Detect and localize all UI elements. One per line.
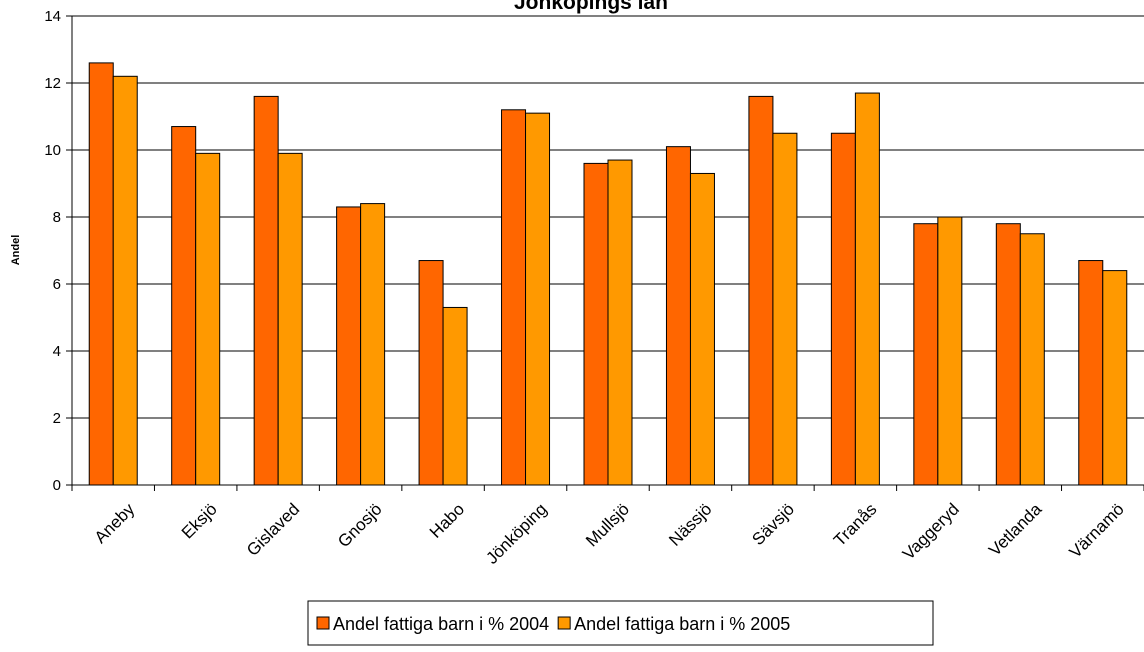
y-tick-label: 12 (44, 75, 61, 92)
axes (66, 15, 1144, 491)
bar-2004 (418, 260, 444, 486)
x-tick-label: Vaggeryd (899, 500, 963, 564)
y-tick-label: 6 (53, 276, 61, 293)
bar-2004 (583, 162, 609, 486)
bar-2004 (171, 126, 197, 486)
chart-title: Jönköpings län (514, 0, 668, 14)
legend-box (307, 600, 934, 646)
bar-2005 (525, 112, 551, 486)
legend-entry: Andel fattiga barn i % 2004 (333, 614, 549, 634)
bar-2005 (772, 132, 798, 486)
x-tick-label: Habo (426, 500, 468, 542)
x-tick-label: Jönköping (482, 500, 550, 568)
x-tick-label: Vetlanda (985, 499, 1046, 560)
x-tick-label: Sävsjö (748, 500, 798, 550)
y-axis-label: Andel (10, 235, 22, 266)
bar-2004 (748, 95, 774, 486)
bar-2005 (1102, 270, 1128, 486)
x-tick-labels: Aneby Eksjö Gislaved Gnosjö Habo Jönköping Mul… (91, 499, 1128, 568)
y-tick-label: 14 (44, 8, 61, 25)
x-tick-label: Tranås (830, 500, 880, 550)
y-tick-label: 0 (53, 477, 61, 494)
bar-2005 (1019, 233, 1045, 486)
bar-2005 (442, 306, 468, 486)
x-tick-label: Aneby (91, 499, 139, 547)
legend-swatch (316, 616, 330, 630)
bar-2005 (360, 203, 386, 486)
x-tick-label: Gnosjö (334, 500, 386, 552)
bar-2004 (336, 206, 362, 486)
bar-2004 (665, 146, 691, 486)
bar-2005 (854, 92, 880, 486)
bar-2005 (112, 75, 138, 486)
bar-2004 (830, 132, 856, 486)
x-tick-label: Värnamö (1066, 500, 1128, 562)
legend: Andel fattiga barn i % 2004 Andel fattiga… (307, 600, 934, 646)
bars (88, 62, 1128, 486)
legend-entry: Andel fattiga barn i % 2005 (574, 614, 790, 634)
y-tick-label: 10 (44, 142, 61, 159)
bar-2004 (88, 62, 114, 486)
bar-2005 (195, 152, 221, 486)
x-tick-label: Gislaved (243, 500, 303, 560)
bar-2005 (607, 159, 633, 486)
bar-2005 (277, 152, 303, 486)
x-tick-label: Eksjö (178, 500, 221, 543)
legend-swatch (557, 616, 571, 630)
bar-2004 (1078, 260, 1104, 486)
bar-2004 (501, 109, 527, 486)
bar-2004 (253, 95, 279, 486)
y-tick-labels: 0 2 4 6 8 10 12 14 (44, 8, 61, 494)
y-tick-label: 2 (53, 410, 61, 427)
y-tick-label: 8 (53, 209, 61, 226)
x-tick-label: Nässjö (665, 500, 715, 550)
y-tick-label: 4 (53, 343, 61, 360)
x-tick-label: Mullsjö (582, 500, 633, 551)
bar-2004 (995, 223, 1021, 486)
bar-2004 (913, 223, 939, 486)
bar-2005 (937, 216, 963, 486)
bar-2005 (689, 172, 715, 486)
